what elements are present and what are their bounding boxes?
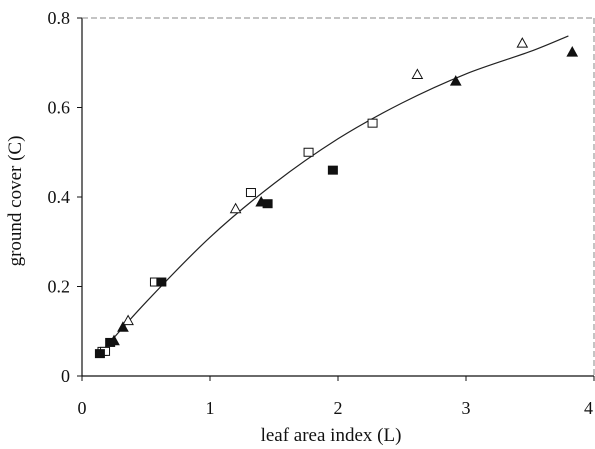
filled-square-marker	[327, 165, 338, 175]
axis-ticks	[77, 17, 595, 381]
filled-triangle-marker	[117, 321, 129, 332]
plot-frame	[81, 17, 595, 377]
open-triangle-marker	[411, 68, 424, 79]
tick-labels: 0 1 2 3 4 0 0.2 0.4 0.6 0.8	[48, 8, 594, 418]
y-axis-title: ground cover (C)	[5, 136, 26, 267]
open-triangle-marker	[122, 314, 134, 326]
x-axis-title: leaf area index (L)	[261, 425, 402, 446]
open-triangle-marker	[516, 37, 529, 48]
y-tick-label: 0.2	[48, 277, 71, 297]
open-square-marker	[367, 118, 378, 128]
open-square-marker	[245, 188, 256, 198]
x-tick-label: 4	[584, 398, 593, 418]
open-triangle-marker	[229, 202, 242, 214]
open-square-marker	[303, 147, 314, 157]
x-tick-label: 3	[462, 398, 471, 418]
y-tick-label: 0	[61, 366, 70, 386]
filled-square-marker	[156, 277, 167, 287]
y-tick-label: 0.8	[48, 8, 71, 28]
x-tick-label: 2	[334, 398, 343, 418]
fitted-curve-layer	[99, 35, 569, 355]
filled-triangle-marker	[108, 334, 120, 346]
data-markers	[94, 37, 579, 359]
filled-square-marker	[94, 349, 105, 359]
filled-triangle-marker	[449, 75, 462, 86]
y-tick-label: 0.4	[48, 187, 71, 207]
fitted-curve	[99, 35, 569, 355]
x-tick-label: 1	[206, 398, 215, 418]
x-tick-label: 0	[78, 398, 87, 418]
filled-triangle-marker	[566, 46, 579, 57]
filled-triangle-marker	[255, 195, 268, 207]
y-tick-label: 0.6	[48, 98, 71, 118]
